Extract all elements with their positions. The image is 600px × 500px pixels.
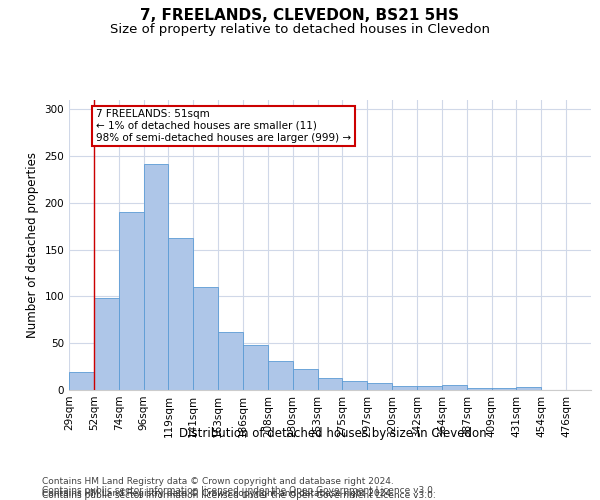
Text: Size of property relative to detached houses in Clevedon: Size of property relative to detached ho…	[110, 22, 490, 36]
Text: 7, FREELANDS, CLEVEDON, BS21 5HS: 7, FREELANDS, CLEVEDON, BS21 5HS	[140, 8, 460, 22]
Text: Contains HM Land Registry data © Crown copyright and database right 2024.: Contains HM Land Registry data © Crown c…	[42, 488, 394, 498]
Bar	[243, 345, 268, 390]
Bar	[293, 370, 317, 390]
Bar	[417, 386, 442, 390]
Bar	[367, 384, 392, 390]
Text: Contains public sector information licensed under the Open Government Licence v3: Contains public sector information licen…	[42, 491, 436, 500]
Bar	[193, 287, 218, 390]
Bar	[467, 388, 491, 390]
Bar	[143, 164, 169, 390]
Bar	[94, 298, 119, 390]
Bar	[392, 386, 417, 390]
Bar	[169, 238, 193, 390]
Bar	[69, 372, 94, 390]
Text: 7 FREELANDS: 51sqm
← 1% of detached houses are smaller (11)
98% of semi-detached: 7 FREELANDS: 51sqm ← 1% of detached hous…	[96, 110, 351, 142]
Bar	[491, 388, 517, 390]
Bar	[442, 386, 467, 390]
Bar	[517, 387, 541, 390]
Bar	[343, 380, 367, 390]
Bar	[268, 361, 293, 390]
Bar	[218, 332, 243, 390]
Text: Distribution of detached houses by size in Clevedon: Distribution of detached houses by size …	[179, 428, 487, 440]
Bar	[119, 212, 143, 390]
Bar	[317, 378, 343, 390]
Text: Contains HM Land Registry data © Crown copyright and database right 2024.: Contains HM Land Registry data © Crown c…	[42, 477, 394, 486]
Y-axis label: Number of detached properties: Number of detached properties	[26, 152, 39, 338]
Text: Contains public sector information licensed under the Open Government Licence v3: Contains public sector information licen…	[42, 486, 436, 495]
